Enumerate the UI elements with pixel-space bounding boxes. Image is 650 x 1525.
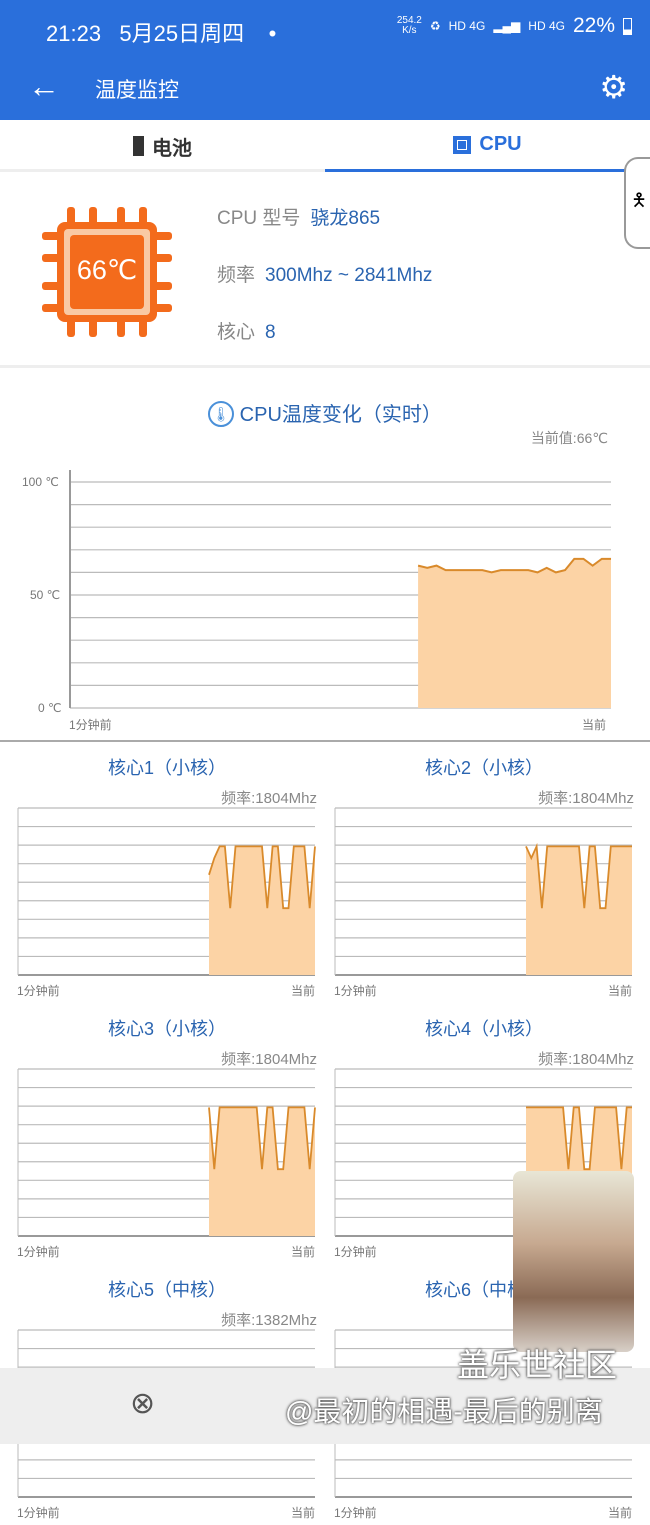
x-label-start: 1分钟前 [17,982,60,999]
core-plot [334,798,634,978]
battery-percent: 22% [573,14,615,38]
tab-label: 电池 [152,132,192,161]
x-label-end: 当前 [608,982,632,999]
signal-icon: ▂▄▆ [493,19,520,33]
chip-icon [453,136,471,154]
x-label-start: 1分钟前 [17,1243,60,1260]
y-tick: 50 ℃ [30,588,60,602]
core-area [526,846,632,975]
x-label-start: 1分钟前 [334,1243,377,1260]
tab-label: CPU [479,133,521,156]
core-title: 核心5（中核） [17,1276,317,1302]
x-label-end: 当前 [291,1504,315,1521]
core-title: 核心2（小核） [334,754,634,780]
watermark-user: @最初的相遇-最后的别离 [285,1390,603,1430]
thermometer-icon: 🌡 [208,401,234,427]
tab-cpu[interactable]: CPU [325,120,650,172]
core-title: 核心1（小核） [17,754,317,780]
x-label-end: 当前 [291,1243,315,1260]
core-title: 核心3（小核） [17,1015,317,1041]
core-title: 核心4（小核） [334,1015,634,1041]
temp-area [418,559,611,708]
x-label-end: 当前 [608,1504,632,1521]
network-1: HD 4G [449,19,486,33]
current-temp: 当前值:66℃ [531,428,608,448]
status-time: 21:23 5月25日周四 • [46,16,276,48]
core-plot [17,1059,317,1239]
y-tick: 0 ℃ [38,701,61,715]
x-label-start: 1分钟前 [17,1504,60,1521]
battery-icon [623,18,632,35]
watermark-brand: 盖乐世社区 [457,1340,617,1386]
core-chart-3: 核心3（小核） 频率:1804Mhz 1分钟前 当前 [17,1003,317,1264]
recycle-icon: ♻ [430,19,441,33]
tab-battery[interactable]: 电池 [0,120,325,172]
x-label-start: 1分钟前 [334,982,377,999]
core-area [209,1107,315,1236]
arrow-left-icon[interactable]: ← [28,68,60,105]
tab-bar: 电池 CPU [0,120,650,172]
circle-x-icon[interactable]: ⊗ [130,1386,155,1421]
toolbar: ← 温度监控 ⚙ [0,60,650,120]
network-2: HD 4G [528,19,565,33]
core-plot [17,798,317,978]
core-chart-2: 核心2（小核） 频率:1804Mhz 1分钟前 当前 [334,742,634,1003]
cpu-temp: 66℃ [42,255,172,286]
core-chart-1: 核心1（小核） 频率:1804Mhz 1分钟前 当前 [17,742,317,1003]
core-area [209,846,315,975]
page-title: 温度监控 [95,74,179,104]
x-label-end: 当前 [291,982,315,999]
x-label-start: 1分钟前 [69,716,112,733]
x-label-start: 1分钟前 [334,1504,377,1521]
video-overlay[interactable] [513,1171,634,1352]
y-tick: 100 ℃ [22,475,59,489]
x-label-end: 当前 [582,716,606,733]
cpu-model-row: CPU 型号骁龙865 [217,203,380,230]
battery-icon [133,136,144,156]
temp-chart-section: 🌡 CPU温度变化（实时） 当前值:66℃ 100 ℃ 50 ℃ 0 ℃ 1分钟… [0,370,650,742]
temp-chart-title: 🌡 CPU温度变化（实时） [0,398,650,427]
gear-icon[interactable]: ⚙ [599,68,628,106]
temp-chart [69,470,613,710]
